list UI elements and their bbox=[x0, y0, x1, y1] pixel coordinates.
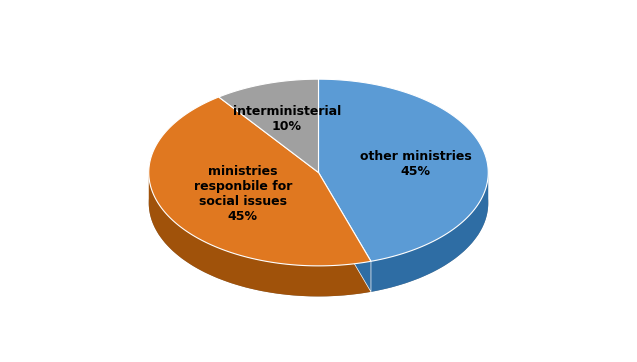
Text: interministerial
10%: interministerial 10% bbox=[233, 105, 341, 133]
Polygon shape bbox=[149, 172, 371, 296]
Polygon shape bbox=[371, 172, 488, 292]
Polygon shape bbox=[149, 97, 371, 266]
Polygon shape bbox=[318, 79, 488, 261]
Text: ministries
responbile for
social issues
45%: ministries responbile for social issues … bbox=[194, 165, 292, 223]
Polygon shape bbox=[318, 173, 371, 292]
Ellipse shape bbox=[149, 110, 488, 296]
Polygon shape bbox=[218, 79, 318, 173]
Text: other ministries
45%: other ministries 45% bbox=[360, 150, 471, 178]
